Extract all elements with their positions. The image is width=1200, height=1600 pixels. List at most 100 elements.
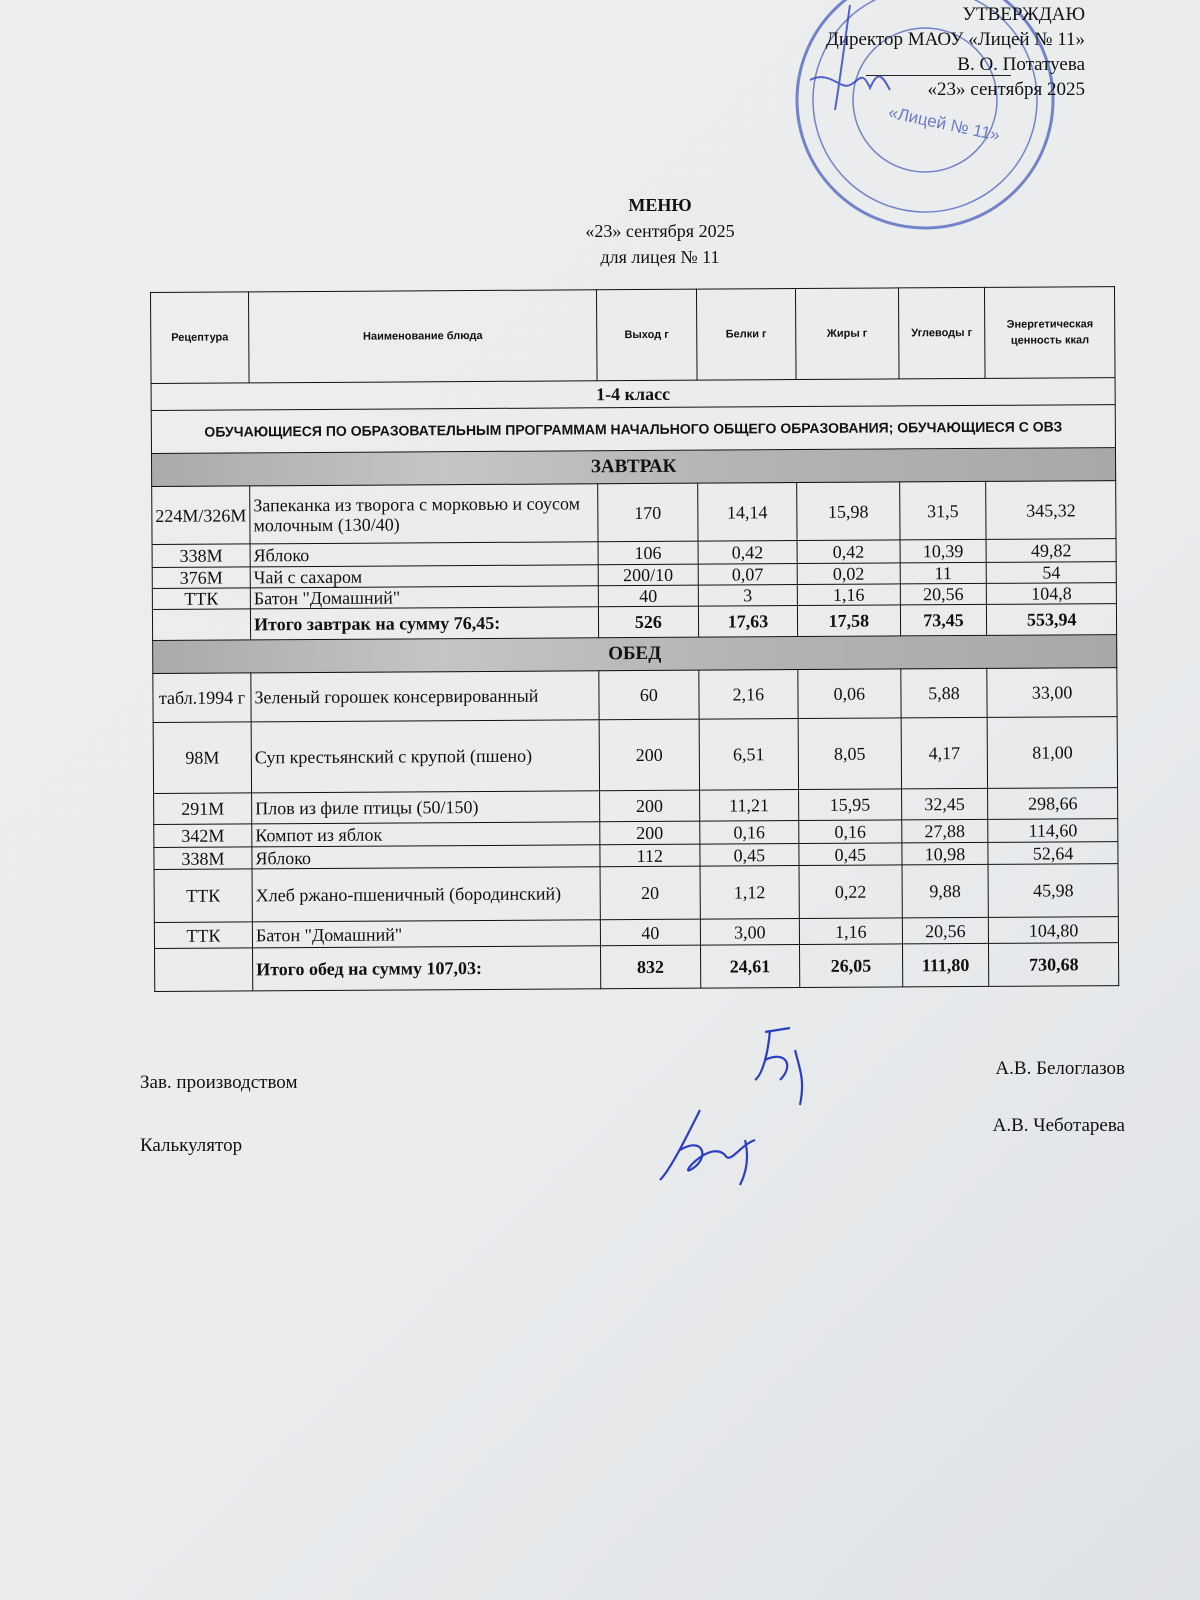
cell-protein: 2,16: [698, 669, 799, 720]
cell-energy: 49,82: [986, 538, 1117, 563]
cell-dish-name: Итого обед на сумму 107,03:: [252, 945, 601, 991]
cell-dish-name: Батон "Домашний": [252, 919, 601, 948]
cell-dish-name: Яблоко: [251, 844, 601, 869]
cell-dish-name: Компот из яблок: [251, 821, 600, 847]
cell-recipe: 342М: [153, 823, 252, 848]
header-fat: Жиры г: [795, 287, 899, 380]
total-row: Итого обед на сумму 107,03: 832 24,61 26,05…: [154, 942, 1119, 992]
cell-fat: 0,16: [798, 819, 902, 844]
group-row: ОБУЧАЮЩИЕСЯ ПО ОБРАЗОВАТЕЛЬНЫМ ПРОГРАММА…: [151, 404, 1116, 454]
cell-protein: 0,16: [699, 820, 800, 845]
cell-yield: 200: [599, 719, 700, 791]
cell-dish-name: Плов из филе птицы (50/150): [251, 790, 600, 824]
cell-fat: 1,16: [799, 917, 903, 945]
production-head-signature: [754, 1026, 804, 1106]
cell-yield: 112: [599, 844, 700, 867]
cell-protein: 3,00: [699, 918, 800, 946]
header-dish-name: Наименование блюда: [248, 289, 598, 383]
cell-recipe: ТТК: [152, 587, 251, 610]
cell-carbs: 32,45: [901, 788, 989, 820]
cell-carbs: 11: [899, 562, 987, 584]
cell-energy: 298,66: [987, 787, 1118, 820]
cell-yield: 200: [599, 790, 700, 822]
director-signature: [809, 4, 891, 111]
cell-recipe: 98М: [153, 721, 252, 794]
cell-carbs: 73,45: [900, 604, 987, 636]
cell-dish-name: Итого завтрак на сумму 76,45:: [250, 606, 599, 640]
cell-carbs: 4,17: [900, 717, 988, 789]
cell-protein: 0,42: [697, 540, 798, 565]
cell-carbs: 10,39: [899, 539, 987, 563]
cell-recipe: ТТК: [154, 868, 253, 923]
cell-protein: 11,21: [699, 789, 799, 822]
cell-protein: 1,12: [699, 865, 800, 920]
cell-fat: 17,58: [797, 604, 901, 637]
cell-protein: 6,51: [698, 718, 799, 791]
cell-yield: 40: [598, 585, 699, 607]
cell-dish-name: Суп крестьянский с крупой (пшено): [251, 719, 600, 793]
menu-school: для лицея № 11: [600, 247, 720, 267]
signature-line: [865, 75, 1011, 76]
cell-protein: 24,61: [700, 944, 800, 989]
cell-recipe: 224М/326М: [151, 485, 251, 545]
cell-fat: 15,95: [798, 788, 902, 821]
cell-dish-name: Яблоко: [250, 541, 599, 567]
approval-block: УТВЕРЖДАЮ Директор МАОУ «Лицей № 11» В. …: [826, 2, 1085, 102]
table-row: 98М Суп крестьянский с крупой (пшено) 200 6…: [153, 716, 1118, 794]
cell-carbs: 5,88: [900, 668, 988, 718]
cell-recipe: 338М: [152, 543, 251, 568]
role-calculator: Калькулятор: [140, 1135, 243, 1156]
cell-fat: 0,45: [799, 842, 902, 866]
cell-yield: 106: [598, 541, 698, 565]
cell-dish-name: Хлеб ржано-пшеничный (бородинский): [252, 866, 601, 922]
cell-recipe: 291М: [153, 792, 252, 825]
cell-protein: 3: [697, 584, 798, 607]
cell-yield: 200/10: [598, 564, 698, 586]
cell-yield: 170: [597, 483, 698, 542]
cell-energy: 345,32: [986, 480, 1117, 540]
cell-fat: 0,22: [799, 864, 902, 919]
official-stamp: «Лицей № 11»: [795, 0, 1055, 230]
cell-energy: 553,94: [986, 603, 1117, 636]
cell-protein: 0,45: [699, 843, 800, 867]
cell-energy: 54: [986, 561, 1117, 584]
cell-fat: 1,16: [797, 583, 901, 606]
name-production-head: А.В. Белоглазов: [995, 1058, 1125, 1079]
header-carbs: Углеводы г: [898, 287, 986, 379]
group-label: ОБУЧАЮЩИЕСЯ ПО ОБРАЗОВАТЕЛЬНЫМ ПРОГРАММА…: [151, 404, 1116, 454]
approval-position: Директор МАОУ «Лицей № 11»: [825, 29, 1085, 50]
cell-recipe: 338М: [153, 846, 253, 870]
cell-yield: 20: [600, 866, 700, 920]
cell-fat: 26,05: [799, 943, 903, 988]
approval-heading: УТВЕРЖДАЮ: [962, 4, 1085, 25]
cell-energy: 33,00: [987, 667, 1118, 718]
header-recipe: Рецептура: [150, 291, 250, 384]
cell-carbs: 31,5: [899, 481, 987, 540]
cell-dish-name: Чай с сахаром: [250, 564, 599, 588]
table-row: 224М/326М Запеканка из творога с морковью…: [151, 480, 1117, 545]
cell-recipe: ТТК: [154, 921, 253, 949]
calculator-signature: [659, 1109, 756, 1186]
cell-energy: 104,80: [988, 916, 1119, 944]
menu-heading: МЕНЮ: [628, 195, 692, 215]
cell-energy: 104,8: [986, 582, 1117, 605]
cell-protein: 17,63: [698, 605, 798, 638]
cell-carbs: 20,56: [899, 583, 987, 605]
cell-recipe: 376М: [152, 566, 251, 589]
cell-dish-name: Зеленый горошек консервированный: [250, 670, 600, 722]
header-yield: Выход г: [596, 289, 697, 381]
menu-date: «23» сентября 2025: [585, 221, 735, 241]
approval-date: «23» сентября 2025: [927, 79, 1085, 100]
cell-fat: 0,06: [797, 668, 901, 719]
cell-recipe: [152, 608, 251, 641]
header-row: Рецептура Наименование блюда Выход г Бел…: [150, 286, 1116, 384]
header-energy: Энергетическая ценность ккал: [984, 286, 1116, 379]
role-production-head: Зав. производством: [140, 1072, 298, 1093]
cell-carbs: 20,56: [901, 917, 989, 944]
cell-fat: 0,42: [797, 539, 900, 564]
header-protein: Белки г: [696, 288, 797, 381]
cell-protein: 14,14: [697, 482, 798, 542]
cell-energy: 730,68: [988, 942, 1119, 987]
cell-yield: 60: [598, 670, 699, 720]
menu-table: Рецептура Наименование блюда Выход г Бел…: [150, 286, 1119, 992]
